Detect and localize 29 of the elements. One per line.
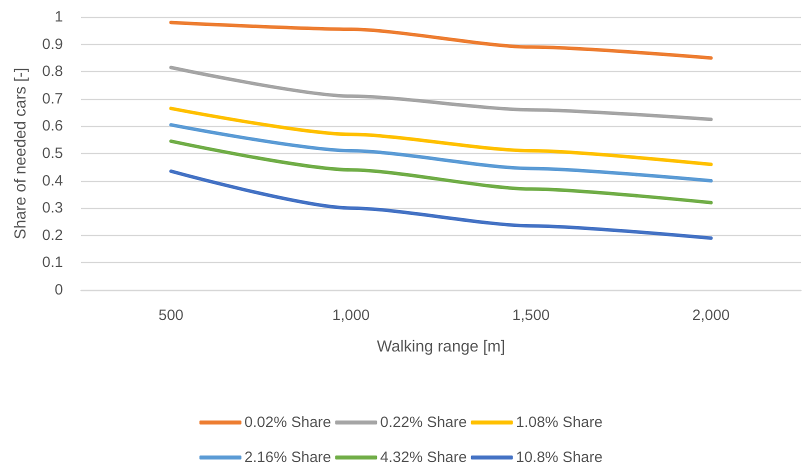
legend-label: 4.32% Share xyxy=(380,449,467,466)
line-series xyxy=(169,66,713,122)
y-tick-label: 1 xyxy=(54,8,63,26)
line-series xyxy=(169,123,713,183)
x-tick-label: 500 xyxy=(158,307,184,324)
y-tick-label: 0.5 xyxy=(42,145,63,162)
x-tick-label: 2,000 xyxy=(692,307,730,324)
legend-label: 10.8% Share xyxy=(516,449,603,466)
x-tick-label: 1,500 xyxy=(512,307,550,324)
x-tick-label: 1,000 xyxy=(332,307,370,324)
legend-label: 0.22% Share xyxy=(380,414,467,431)
line-series xyxy=(169,169,713,240)
y-tick-label: 0.7 xyxy=(42,90,63,108)
legend-label: 1.08% Share xyxy=(516,414,603,431)
y-tick-label: 0.4 xyxy=(42,172,63,190)
legend-label: 0.02% Share xyxy=(244,414,332,431)
line-series xyxy=(169,106,713,166)
line-series xyxy=(169,20,713,60)
line-series xyxy=(169,139,713,204)
y-axis-title: Share of needed cars [-] xyxy=(12,68,30,240)
x-axis-title: Walking range [m] xyxy=(376,338,506,356)
y-tick-label: 0.3 xyxy=(42,200,63,217)
legend-label: 2.16% Share xyxy=(244,449,332,466)
y-tick-label: 0 xyxy=(54,282,63,298)
y-tick-label: 0.9 xyxy=(42,36,63,53)
y-tick-label: 0.6 xyxy=(42,118,63,135)
y-tick-label: 0.2 xyxy=(42,226,63,244)
y-tick-label: 0.8 xyxy=(42,63,63,80)
y-tick-label: 0.1 xyxy=(42,254,63,272)
